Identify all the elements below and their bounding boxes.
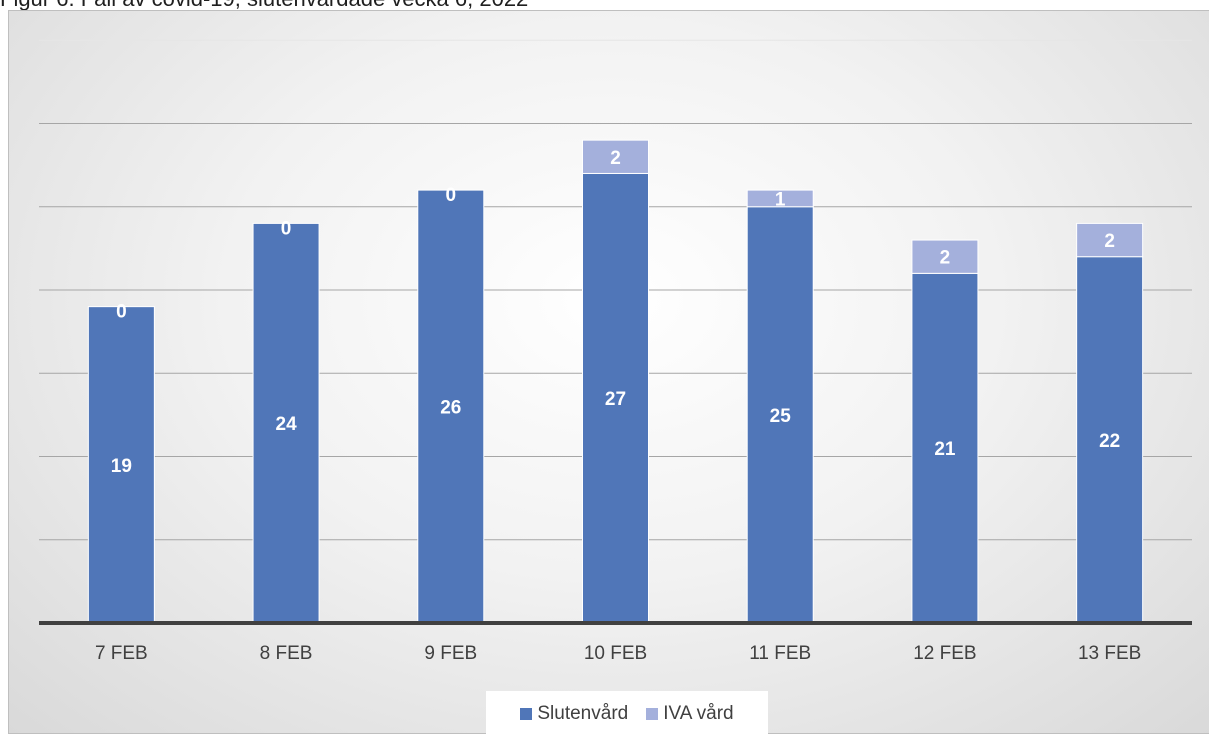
data-label-iva: 0 <box>281 218 292 239</box>
x-tick-label: 7 FEB <box>95 643 148 664</box>
data-label-slutenvard: 19 <box>111 456 132 477</box>
bar-chart: 19 0 7 FEB 24 0 8 FEB 26 0 9 FEB 27 2 10 FEB 25 1 11 F… <box>39 39 1192 664</box>
x-tick-label: 9 FEB <box>424 643 477 664</box>
x-tick-label: 11 FEB <box>749 643 811 664</box>
legend: Slutenvård IVA vård <box>486 691 768 737</box>
data-label-iva: 2 <box>1104 231 1115 252</box>
x-tick-label: 10 FEB <box>584 643 647 664</box>
data-label-slutenvard: 27 <box>605 389 626 410</box>
x-tick-label: 13 FEB <box>1078 643 1141 664</box>
bar-slutenvard <box>746 206 814 624</box>
data-label-slutenvard: 24 <box>276 414 298 435</box>
bar-slutenvard <box>1076 256 1144 624</box>
bar-slutenvard <box>911 272 979 624</box>
data-label-iva: 1 <box>775 189 786 210</box>
legend-swatch-slutenvard <box>520 708 533 720</box>
legend-item-slutenvard: Slutenvård <box>520 703 628 725</box>
legend-swatch-iva <box>646 708 659 720</box>
data-label-slutenvard: 25 <box>770 406 792 427</box>
data-label-slutenvard: 26 <box>440 398 461 419</box>
legend-label-slutenvard: Slutenvård <box>537 703 629 724</box>
x-tick-label: 8 FEB <box>260 643 313 664</box>
data-label-iva: 0 <box>116 302 127 323</box>
bar-slutenvard <box>582 172 649 624</box>
x-tick-label: 12 FEB <box>913 643 976 664</box>
chart-area: 19 0 7 FEB 24 0 8 FEB 26 0 9 FEB 27 2 10 FEB 25 1 11 F… <box>8 10 1209 737</box>
bar-iva <box>911 239 979 274</box>
data-label-iva: 2 <box>610 148 621 169</box>
bar-iva <box>1076 222 1144 258</box>
data-label-iva: 0 <box>445 185 456 206</box>
bar-iva <box>582 139 649 174</box>
figure-caption: Figur 6. Fall av covid-19, slutenvårdade… <box>0 0 1209 10</box>
data-label-slutenvard: 21 <box>934 439 956 460</box>
data-label-iva: 2 <box>940 248 951 269</box>
legend-label-iva: IVA vård <box>663 703 734 724</box>
data-label-slutenvard: 22 <box>1099 431 1120 452</box>
bar-iva <box>746 189 814 208</box>
bar-slutenvard <box>417 189 485 624</box>
legend-item-iva: IVA vård <box>646 703 734 725</box>
bar-slutenvard <box>252 222 320 624</box>
